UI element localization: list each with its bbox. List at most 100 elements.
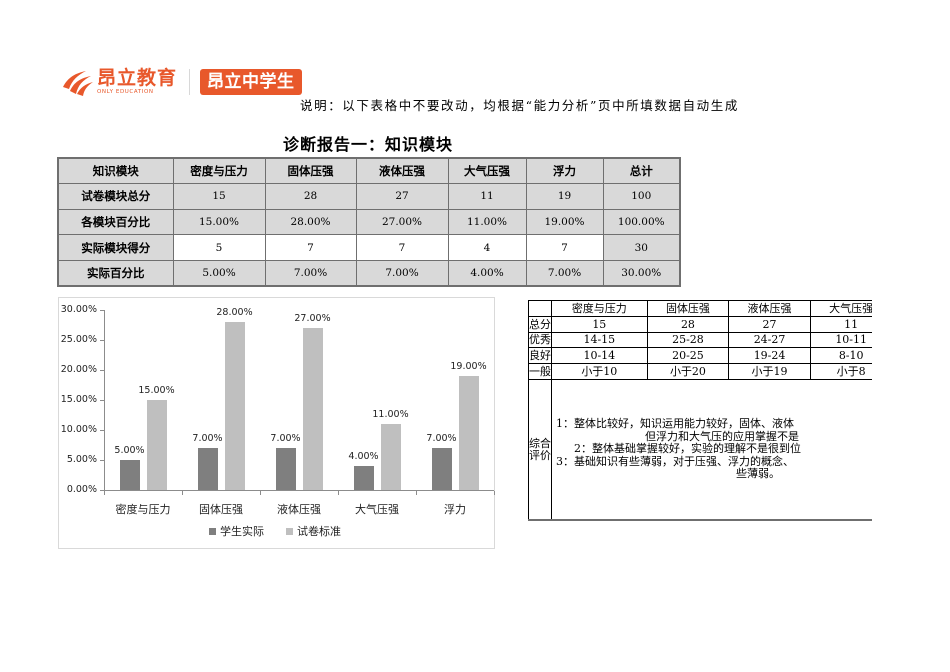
- chart-legend: 学生实际 试卷标准: [209, 523, 341, 539]
- header-cell: 大气压强: [447, 157, 527, 185]
- evaluation-label: 综合 评价: [528, 378, 552, 522]
- header-cell: 知识模块: [57, 157, 174, 185]
- evaluation-line: 些薄弱。: [736, 467, 780, 481]
- y-tick-label: 15.00%: [60, 394, 97, 405]
- table-cell: 100: [602, 183, 681, 210]
- legend-label: 试卷标准: [297, 525, 341, 538]
- y-tick-label: 30.00%: [60, 304, 97, 315]
- table-cell: 7: [264, 234, 357, 261]
- table-cell: 14-15: [551, 331, 648, 349]
- y-tick-label: 0.00%: [66, 484, 97, 495]
- table-cell: 11.00%: [447, 208, 527, 236]
- table-cell: 7.00%: [525, 259, 604, 287]
- x-tick: [338, 491, 339, 495]
- table-cell: 24-27: [728, 331, 811, 349]
- bar-data-label: 11.00%: [372, 409, 409, 420]
- bar-data-label: 5.00%: [114, 445, 145, 456]
- table-row: 总分 15 28 27 11: [528, 315, 872, 333]
- rating-header-row: 密度与压力 固体压强 液体压强 大气压强: [528, 300, 872, 317]
- bar-student[interactable]: [431, 448, 452, 490]
- table-cell: 28: [646, 315, 730, 333]
- table-cell: 4.00%: [447, 259, 527, 287]
- y-tick: [100, 400, 104, 401]
- legend-label: 学生实际: [220, 525, 264, 538]
- legend-swatch-icon: [286, 527, 293, 535]
- x-tick: [416, 491, 417, 495]
- table-cell: 8-10: [809, 347, 872, 365]
- table-row: 良好 10-14 20-25 19-24 8-10: [528, 347, 872, 365]
- bar-data-label: 7.00%: [192, 433, 223, 444]
- evaluation-line: 但浮力和大气压的应用掌握不是: [645, 429, 799, 443]
- rating-table: 密度与压力 固体压强 液体压强 大气压强 总分 15 28 27 11 优秀 1…: [528, 300, 872, 522]
- table-row: 实际百分比 5.00% 7.00% 7.00% 4.00% 7.00% 30.0…: [57, 259, 681, 287]
- row-label: 良好: [528, 347, 552, 365]
- header-cell: 液体压强: [355, 157, 449, 185]
- knowledge-module-table: 知识模块 密度与压力 固体压强 液体压强 大气压强 浮力 总计 试卷模块总分 1…: [57, 157, 681, 287]
- table-cell: 15: [551, 315, 648, 333]
- table-cell: 15.00%: [172, 208, 266, 236]
- header-cell: 固体压强: [264, 157, 357, 185]
- logo-badge: 昂立中学生: [200, 69, 302, 95]
- bar-standard[interactable]: [458, 376, 479, 490]
- logo-brand-cn: 昂立教育: [97, 67, 178, 89]
- header-cell: 总计: [602, 157, 681, 185]
- y-axis: [104, 310, 105, 491]
- y-tick-label: 10.00%: [60, 424, 97, 435]
- legend-swatch-icon: [209, 527, 216, 535]
- bar-data-label: 28.00%: [216, 307, 253, 318]
- x-category-label: 固体压强: [199, 503, 243, 516]
- table-cell: 10-14: [551, 347, 648, 365]
- table-cell: 7: [525, 234, 604, 261]
- evaluation-line: 1：整体比较好，知识运用能力较好，固体、液体: [556, 417, 794, 431]
- row-label: 总分: [528, 315, 552, 333]
- table-cell: 15: [172, 183, 266, 210]
- header-cell: 密度与压力: [551, 300, 648, 317]
- bar-data-label: 15.00%: [138, 385, 175, 396]
- table-cell: 28: [264, 183, 357, 210]
- bar-standard[interactable]: [146, 400, 167, 490]
- table-cell: 25-28: [646, 331, 730, 349]
- table-cell: 27: [728, 315, 811, 333]
- evaluation-text: 1：整体比较好，知识运用能力较好，固体、液体 但浮力和大气压的应用掌握不是 2：…: [551, 378, 872, 522]
- table-cell: 小于20: [646, 363, 730, 380]
- bar-standard[interactable]: [224, 322, 245, 490]
- table-cell: 20-25: [646, 347, 730, 365]
- table-row: 优秀 14-15 25-28 24-27 10-11: [528, 331, 872, 349]
- table-row: 实际模块得分 5 7 7 4 7 30: [57, 234, 681, 261]
- table-cell: 19: [525, 183, 604, 210]
- table-cell: 小于8: [809, 363, 872, 380]
- table-cell: 19.00%: [525, 208, 604, 236]
- evaluation-line: 3：基础知识有些薄弱，对于压强、浮力的概念、: [556, 454, 794, 468]
- header-cell: 密度与压力: [172, 157, 266, 185]
- table-cell: 7.00%: [355, 259, 449, 287]
- y-tick: [100, 430, 104, 431]
- instruction-note: 说明：以下表格中不要改动，均根据“能力分析”页中所填数据自动生成: [300, 98, 739, 113]
- table-cell: 小于19: [728, 363, 811, 380]
- table-header-row: 知识模块 密度与压力 固体压强 液体压强 大气压强 浮力 总计: [57, 157, 681, 185]
- table-cell: 27.00%: [355, 208, 449, 236]
- row-label: 实际模块得分: [57, 234, 174, 261]
- bar-standard[interactable]: [380, 424, 401, 490]
- knowledge-bar-chart[interactable]: 0.00% 5.00% 10.00% 15.00% 20.00% 25.00% 30.00%…: [58, 297, 495, 549]
- row-label: 实际百分比: [57, 259, 174, 287]
- table-cell: 11: [447, 183, 527, 210]
- table-row: 各模块百分比 15.00% 28.00% 27.00% 11.00% 19.00…: [57, 208, 681, 236]
- x-tick: [104, 491, 105, 495]
- y-tick: [100, 310, 104, 311]
- bar-student[interactable]: [275, 448, 296, 490]
- logo-brand-text: 昂立教育 ONLY EDUCATION: [97, 68, 177, 96]
- row-label: 试卷模块总分: [57, 183, 174, 210]
- header-cell: 大气压强: [809, 300, 872, 317]
- evaluation-row: 综合 评价 1：整体比较好，知识运用能力较好，固体、液体 但浮力和大气压的应用掌…: [528, 378, 872, 522]
- header-cell: [528, 300, 552, 317]
- y-tick-label: 20.00%: [60, 364, 97, 375]
- bar-data-label: 4.00%: [348, 451, 379, 462]
- bar-student[interactable]: [197, 448, 218, 490]
- rating-table-container: 密度与压力 固体压强 液体压强 大气压强 总分 15 28 27 11 优秀 1…: [528, 300, 872, 522]
- bar-student[interactable]: [353, 466, 374, 490]
- page-title: 诊断报告一：知识模块: [282, 135, 453, 154]
- bar-standard[interactable]: [302, 328, 323, 490]
- row-label: 各模块百分比: [57, 208, 174, 236]
- bar-student[interactable]: [119, 460, 140, 490]
- y-tick: [100, 460, 104, 461]
